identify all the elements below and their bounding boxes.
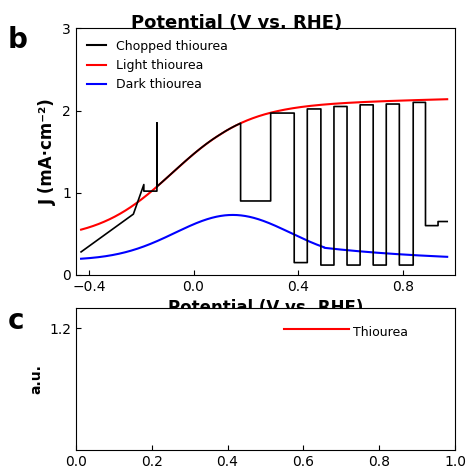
Text: c: c bbox=[8, 307, 24, 335]
Text: Thiourea: Thiourea bbox=[353, 326, 408, 339]
Y-axis label: J (mA·cm⁻²): J (mA·cm⁻²) bbox=[38, 98, 56, 205]
Text: b: b bbox=[8, 26, 27, 54]
X-axis label: Potential (V vs. RHE): Potential (V vs. RHE) bbox=[168, 300, 363, 317]
Text: Potential (V vs. RHE): Potential (V vs. RHE) bbox=[131, 14, 343, 32]
Y-axis label: a.u.: a.u. bbox=[29, 364, 44, 394]
Legend: Chopped thiourea, Light thiourea, Dark thiourea: Chopped thiourea, Light thiourea, Dark t… bbox=[82, 35, 233, 96]
